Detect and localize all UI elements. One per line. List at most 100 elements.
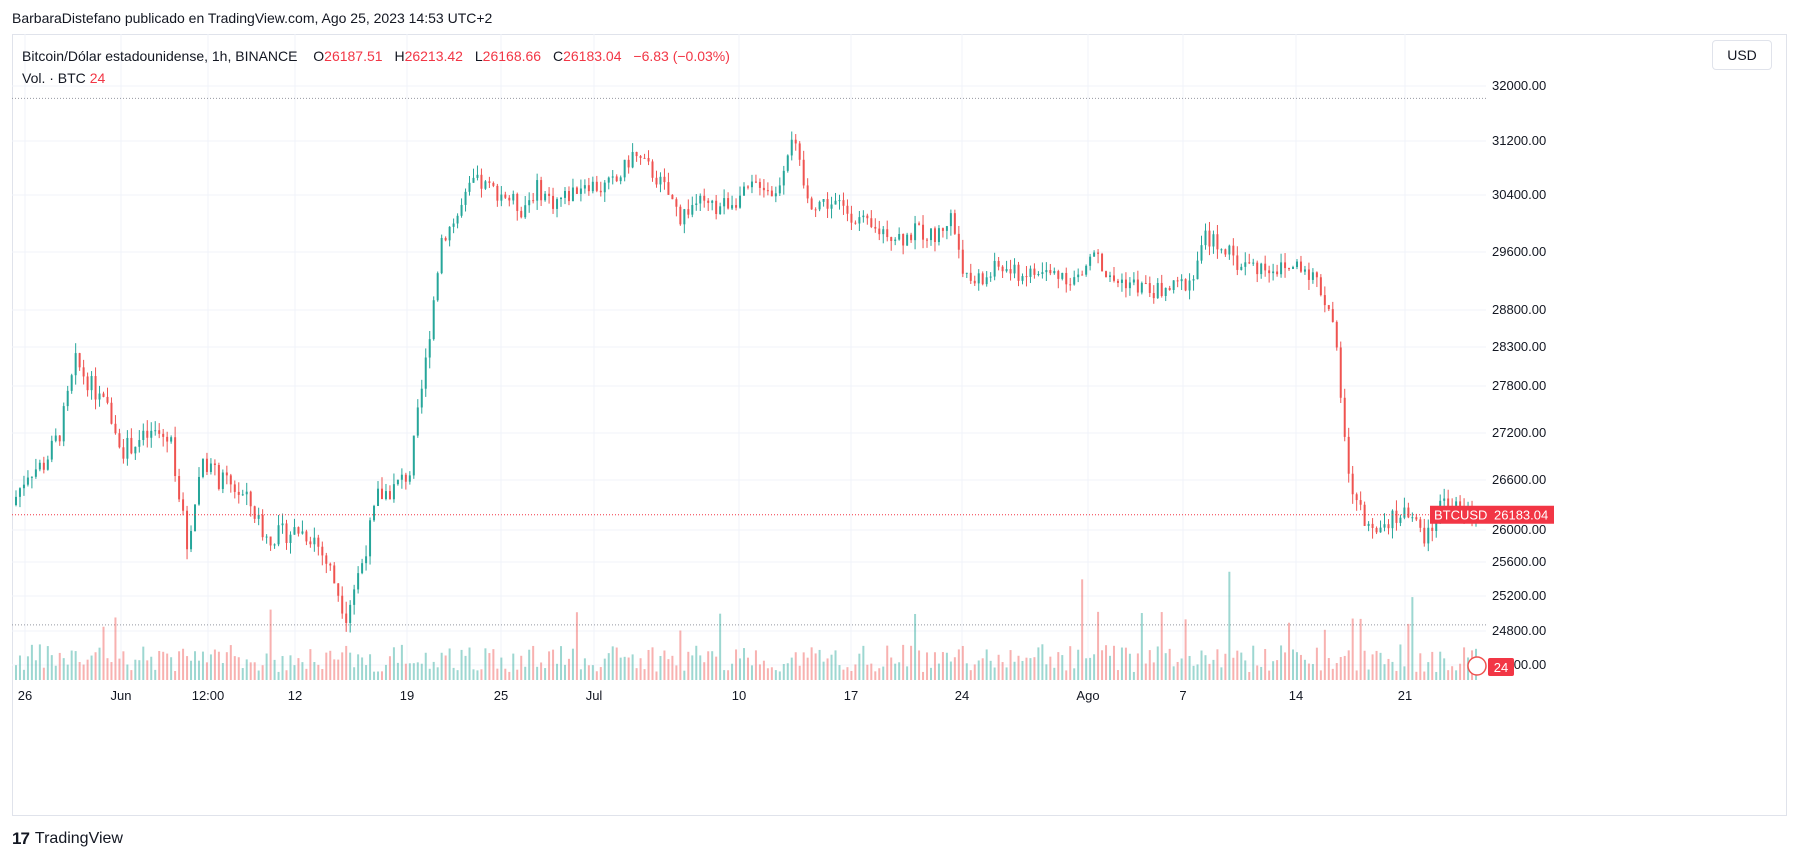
volume-bar bbox=[416, 662, 419, 680]
volume-bar bbox=[735, 649, 738, 680]
candle-body bbox=[1383, 524, 1386, 528]
candle-body bbox=[249, 491, 252, 507]
volume-bar bbox=[969, 670, 972, 680]
candle-body bbox=[647, 157, 650, 162]
volume-bar bbox=[440, 652, 443, 680]
candle-body bbox=[516, 193, 519, 211]
volume-bar bbox=[810, 647, 813, 680]
y-tick-label: 27200.00 bbox=[1492, 425, 1546, 440]
volume-bar bbox=[949, 661, 952, 680]
symbol-label[interactable]: Bitcoin/Dólar estadounidense, 1h, BINANC… bbox=[22, 48, 298, 64]
volume-bar bbox=[190, 660, 193, 680]
volume-bar bbox=[217, 651, 220, 680]
candle-body bbox=[854, 222, 857, 224]
volume-bar bbox=[1152, 662, 1155, 680]
volume-bar bbox=[1124, 647, 1127, 680]
volume-label[interactable]: Vol. · BTC bbox=[22, 70, 86, 86]
candle-body bbox=[412, 435, 415, 476]
y-tick-label: 26000.00 bbox=[1492, 522, 1546, 537]
candle-body bbox=[866, 215, 869, 219]
candle-body bbox=[142, 430, 145, 441]
open-value: 26187.51 bbox=[324, 48, 383, 64]
candle-body bbox=[1105, 271, 1108, 277]
candle-body bbox=[842, 200, 845, 206]
x-tick-label: 12:00 bbox=[192, 688, 225, 703]
volume-bar bbox=[369, 654, 372, 680]
volume-bar bbox=[289, 655, 292, 680]
candle-body bbox=[735, 205, 738, 208]
volume-bar bbox=[560, 646, 563, 680]
volume-bar bbox=[583, 658, 586, 680]
candle-body bbox=[309, 541, 312, 545]
volume-bar bbox=[711, 651, 714, 680]
volume-bar bbox=[337, 659, 340, 680]
y-tick-label: 24800.00 bbox=[1492, 623, 1546, 638]
currency-button[interactable]: USD bbox=[1712, 40, 1772, 70]
candle-body bbox=[798, 143, 801, 160]
volume-bar bbox=[635, 668, 638, 680]
y-tick-label: 28300.00 bbox=[1492, 339, 1546, 354]
candle-body bbox=[361, 563, 364, 574]
volume-bar bbox=[1403, 666, 1406, 680]
volume-bar bbox=[1375, 650, 1378, 680]
volume-bar bbox=[464, 655, 467, 680]
tradingview-brand[interactable]: 17 TradingView bbox=[12, 829, 123, 849]
candle-body bbox=[1331, 309, 1334, 322]
x-tick-label: 24 bbox=[955, 688, 969, 703]
candle-body bbox=[305, 531, 308, 542]
volume-bar bbox=[1140, 613, 1143, 680]
candle-body bbox=[1240, 266, 1243, 270]
candle-body bbox=[460, 204, 463, 216]
volume-bar bbox=[146, 660, 149, 680]
candle-body bbox=[540, 180, 543, 201]
close-value: 26183.04 bbox=[563, 48, 622, 64]
candle-body bbox=[914, 223, 917, 241]
candle-body bbox=[233, 484, 236, 492]
x-tick-label: 25 bbox=[494, 688, 508, 703]
candle-body bbox=[174, 437, 177, 477]
volume-bar bbox=[1148, 650, 1151, 680]
volume-bar bbox=[1021, 660, 1024, 680]
volume-bar bbox=[1427, 662, 1430, 680]
volume-bar bbox=[1208, 663, 1211, 680]
volume-bar bbox=[1244, 660, 1247, 680]
volume-bar bbox=[953, 657, 956, 680]
volume-bar bbox=[1085, 658, 1088, 680]
volume-bar bbox=[508, 671, 511, 680]
volume-bar bbox=[727, 670, 730, 680]
volume-bar bbox=[213, 649, 216, 680]
candle-body bbox=[989, 276, 992, 278]
volume-bar bbox=[611, 646, 614, 680]
volume-bar bbox=[1331, 668, 1334, 680]
volume-bar bbox=[758, 664, 761, 680]
candle-body bbox=[587, 185, 590, 192]
candle-body bbox=[1172, 280, 1175, 291]
volume-bar bbox=[977, 660, 980, 680]
candle-body bbox=[66, 390, 69, 407]
volume-bar bbox=[1156, 646, 1159, 680]
y-tick-label: 32000.00 bbox=[1492, 78, 1546, 93]
candle-body bbox=[201, 458, 204, 477]
candle-body bbox=[687, 209, 690, 215]
volume-bar bbox=[245, 659, 248, 680]
y-tick-label: 28800.00 bbox=[1492, 302, 1546, 317]
volume-bar bbox=[1228, 571, 1231, 680]
candle-body bbox=[1005, 269, 1008, 272]
volume-bar bbox=[631, 654, 634, 680]
candle-body bbox=[1073, 277, 1076, 285]
volume-bar bbox=[1379, 652, 1382, 680]
candle-body bbox=[341, 595, 344, 614]
candle-body bbox=[1395, 510, 1398, 523]
flag-icon bbox=[1467, 656, 1487, 676]
volume-bar bbox=[349, 652, 352, 680]
candle-body bbox=[631, 151, 634, 168]
candle-body bbox=[408, 475, 411, 482]
volume-bar bbox=[1343, 655, 1346, 680]
candle-body bbox=[524, 205, 527, 218]
volume-bar bbox=[186, 656, 189, 680]
x-tick-label: 19 bbox=[400, 688, 414, 703]
candle-body bbox=[536, 180, 539, 201]
volume-bar bbox=[750, 665, 753, 680]
candle-body bbox=[949, 213, 952, 227]
